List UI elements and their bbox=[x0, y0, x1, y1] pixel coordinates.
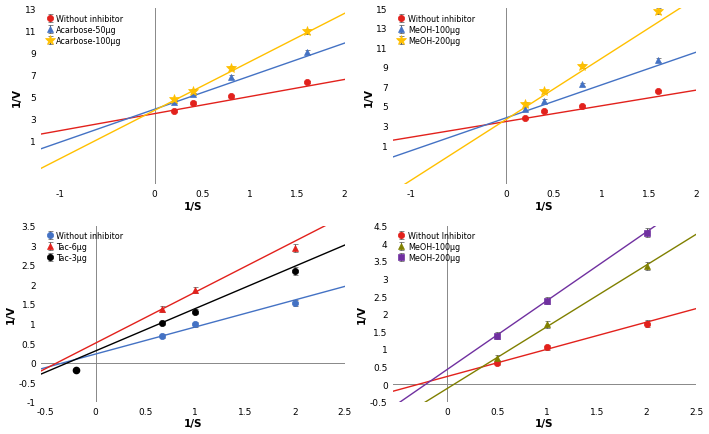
Legend: Without inhibitor, MeOH-100μg, MeOH-200μg: Without inhibitor, MeOH-100μg, MeOH-200μ… bbox=[396, 13, 476, 47]
X-axis label: 1/S: 1/S bbox=[535, 418, 554, 428]
X-axis label: 1/S: 1/S bbox=[184, 418, 202, 428]
Y-axis label: 1/V: 1/V bbox=[364, 88, 374, 106]
X-axis label: 1/S: 1/S bbox=[184, 201, 202, 211]
Y-axis label: 1/V: 1/V bbox=[357, 305, 367, 323]
X-axis label: 1/S: 1/S bbox=[535, 201, 554, 211]
Legend: Without Inhibitor, MeOH-100μg, MeOH-200μg: Without Inhibitor, MeOH-100μg, MeOH-200μ… bbox=[396, 230, 476, 264]
Y-axis label: 1/V: 1/V bbox=[6, 305, 16, 323]
Legend: Without inhibitor, Tac-6μg, Tac-3μg: Without inhibitor, Tac-6μg, Tac-3μg bbox=[45, 230, 125, 264]
Y-axis label: 1/V: 1/V bbox=[11, 88, 22, 106]
Legend: Without inhibitor, Acarbose-50μg, Acarbose-100μg: Without inhibitor, Acarbose-50μg, Acarbo… bbox=[45, 13, 125, 47]
